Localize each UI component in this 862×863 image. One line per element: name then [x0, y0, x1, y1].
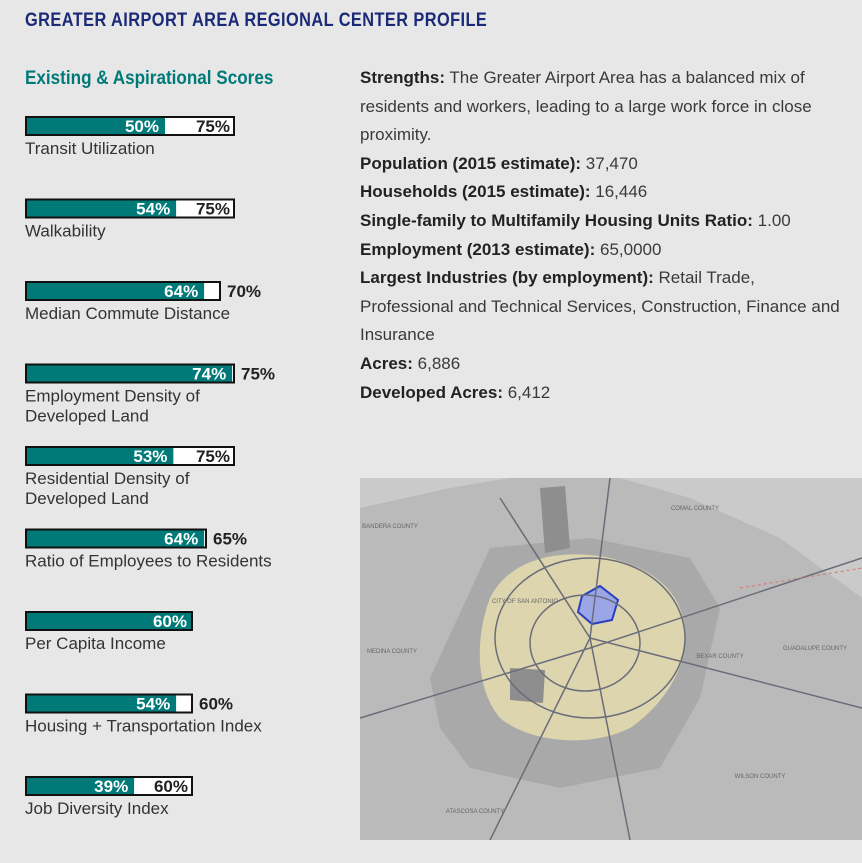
aspirational-bar — [25, 363, 235, 384]
base — [510, 668, 545, 703]
existing-bar — [25, 281, 205, 301]
existing-label: 54% — [136, 200, 170, 219]
existing-bar — [25, 611, 193, 631]
profile-label: Employment (2013 estimate): — [360, 239, 596, 259]
aspirational-fill — [176, 200, 233, 217]
existing-label: 60% — [153, 612, 187, 631]
aspirational-bar — [25, 776, 193, 796]
profile-text: 1.00 — [757, 210, 791, 230]
rail-line — [739, 567, 862, 589]
aspirational-label: 60% — [199, 695, 233, 714]
map: BANDERA COUNTY COMAL COUNTY CITY OF SAN AN… — [360, 478, 862, 840]
profile-label: Population (2015 estimate): — [360, 153, 582, 173]
page-title: GREATER AIRPORT AREA REGIONAL CENTER PRO… — [25, 10, 488, 31]
aspirational-fill — [204, 530, 205, 547]
map-label: ATASCOSA COUNTY — [446, 809, 504, 815]
map-label: WILSON COUNTY — [735, 774, 786, 780]
profile-item: Developed Acres: 6,412 — [360, 379, 845, 408]
existing-label: 64% — [164, 282, 198, 301]
aspirational-fill — [165, 118, 233, 134]
profile: Strengths: The Greater Airport Area has … — [360, 64, 845, 407]
score-name: Developed Land — [25, 489, 149, 508]
score-name: Transit Utilization — [25, 139, 155, 158]
score-name: Ratio of Employees to Residents — [25, 552, 272, 571]
score-name: Walkability — [25, 222, 106, 241]
aspirational-bar — [25, 281, 221, 301]
highways — [360, 478, 862, 840]
existing-bar — [25, 528, 205, 549]
scores-title: Existing & Aspirational Scores — [25, 68, 274, 89]
score-name: Developed Land — [25, 407, 149, 426]
score-name: Employment Density of — [25, 387, 200, 406]
aspirational-label: 65% — [213, 530, 247, 549]
existing-bar — [25, 198, 177, 219]
aspirational-bar — [25, 528, 207, 549]
aspirational-label: 60% — [154, 777, 188, 796]
existing-bar — [25, 446, 174, 466]
aspirational-label: 75% — [196, 447, 230, 466]
profile-item: Single-family to Multifamily Housing Uni… — [360, 207, 845, 236]
existing-bar — [25, 776, 135, 796]
map-label: COMAL COUNTY — [671, 506, 719, 512]
profile-text: Retail Trade, Professional and Technical… — [360, 268, 840, 345]
aspirational-fill — [232, 365, 233, 382]
aspirational-bar — [25, 198, 235, 219]
profile-text: 37,470 — [585, 153, 638, 173]
profile-item: Strengths: The Greater Airport Area has … — [360, 64, 845, 150]
existing-label: 39% — [94, 777, 128, 796]
score-bars: 75% 50% Transit Utilization 75% 54% Walkabili… — [25, 116, 275, 818]
map-label: CITY OF SAN ANTONIO — [492, 599, 558, 605]
aspirational-bar — [25, 693, 193, 714]
profile-label: Largest Industries (by employment): — [360, 268, 654, 288]
existing-label: 50% — [125, 117, 159, 136]
aspirational-fill — [173, 448, 233, 464]
aspirational-label: 75% — [241, 365, 275, 384]
profile-item: Employment (2013 estimate): 65,0000 — [360, 236, 845, 265]
existing-bar — [25, 363, 233, 384]
score-name: Median Commute Distance — [25, 304, 230, 323]
profile-text: 16,446 — [595, 182, 648, 202]
map-label: MEDINA COUNTY — [367, 649, 417, 655]
profile-label: Strengths: — [360, 68, 445, 87]
aspirational-fill — [134, 778, 191, 794]
profile-item: Acres: 6,886 — [360, 350, 845, 379]
map-label: BANDERA COUNTY — [362, 524, 418, 530]
map-label: BEXAR COUNTY — [696, 654, 743, 660]
profile-item: Largest Industries (by employment): Reta… — [360, 264, 845, 350]
profile-text: 6,886 — [417, 353, 461, 373]
score-name: Job Diversity Index — [25, 799, 169, 818]
existing-bar — [25, 116, 165, 136]
profile-label: Households (2015 estimate): — [360, 182, 591, 202]
score-name: Per Capita Income — [25, 634, 166, 653]
aspirational-label: 75% — [196, 117, 230, 136]
existing-label: 64% — [164, 530, 198, 549]
aspirational-label: 75% — [196, 200, 230, 219]
profile-label: Acres: — [360, 353, 413, 373]
existing-bar — [25, 693, 177, 714]
existing-label: 54% — [136, 695, 170, 714]
map-label: GUADALUPE COUNTY — [783, 646, 847, 652]
bar-outline — [25, 611, 193, 631]
aspirational-bar — [25, 446, 235, 466]
profile-item: Households (2015 estimate): 16,446 — [360, 178, 845, 207]
park — [540, 486, 570, 553]
profile-label: Single-family to Multifamily Housing Uni… — [360, 210, 753, 230]
existing-label: 74% — [192, 365, 226, 384]
profile-text: The Greater Airport Area has a balanced … — [360, 68, 812, 145]
profile-label: Developed Acres: — [360, 382, 503, 402]
aspirational-fill — [204, 283, 219, 299]
score-name: Residential Density of — [25, 469, 190, 488]
profile-text: 65,0000 — [599, 239, 662, 259]
aspirational-label: 70% — [227, 282, 261, 301]
profile-text: 6,412 — [507, 382, 551, 402]
score-name: Housing + Transportation Index — [25, 717, 262, 736]
aspirational-fill — [176, 695, 191, 712]
aspirational-bar — [25, 116, 235, 136]
profile-item: Population (2015 estimate): 37,470 — [360, 150, 845, 179]
existing-label: 53% — [133, 447, 167, 466]
